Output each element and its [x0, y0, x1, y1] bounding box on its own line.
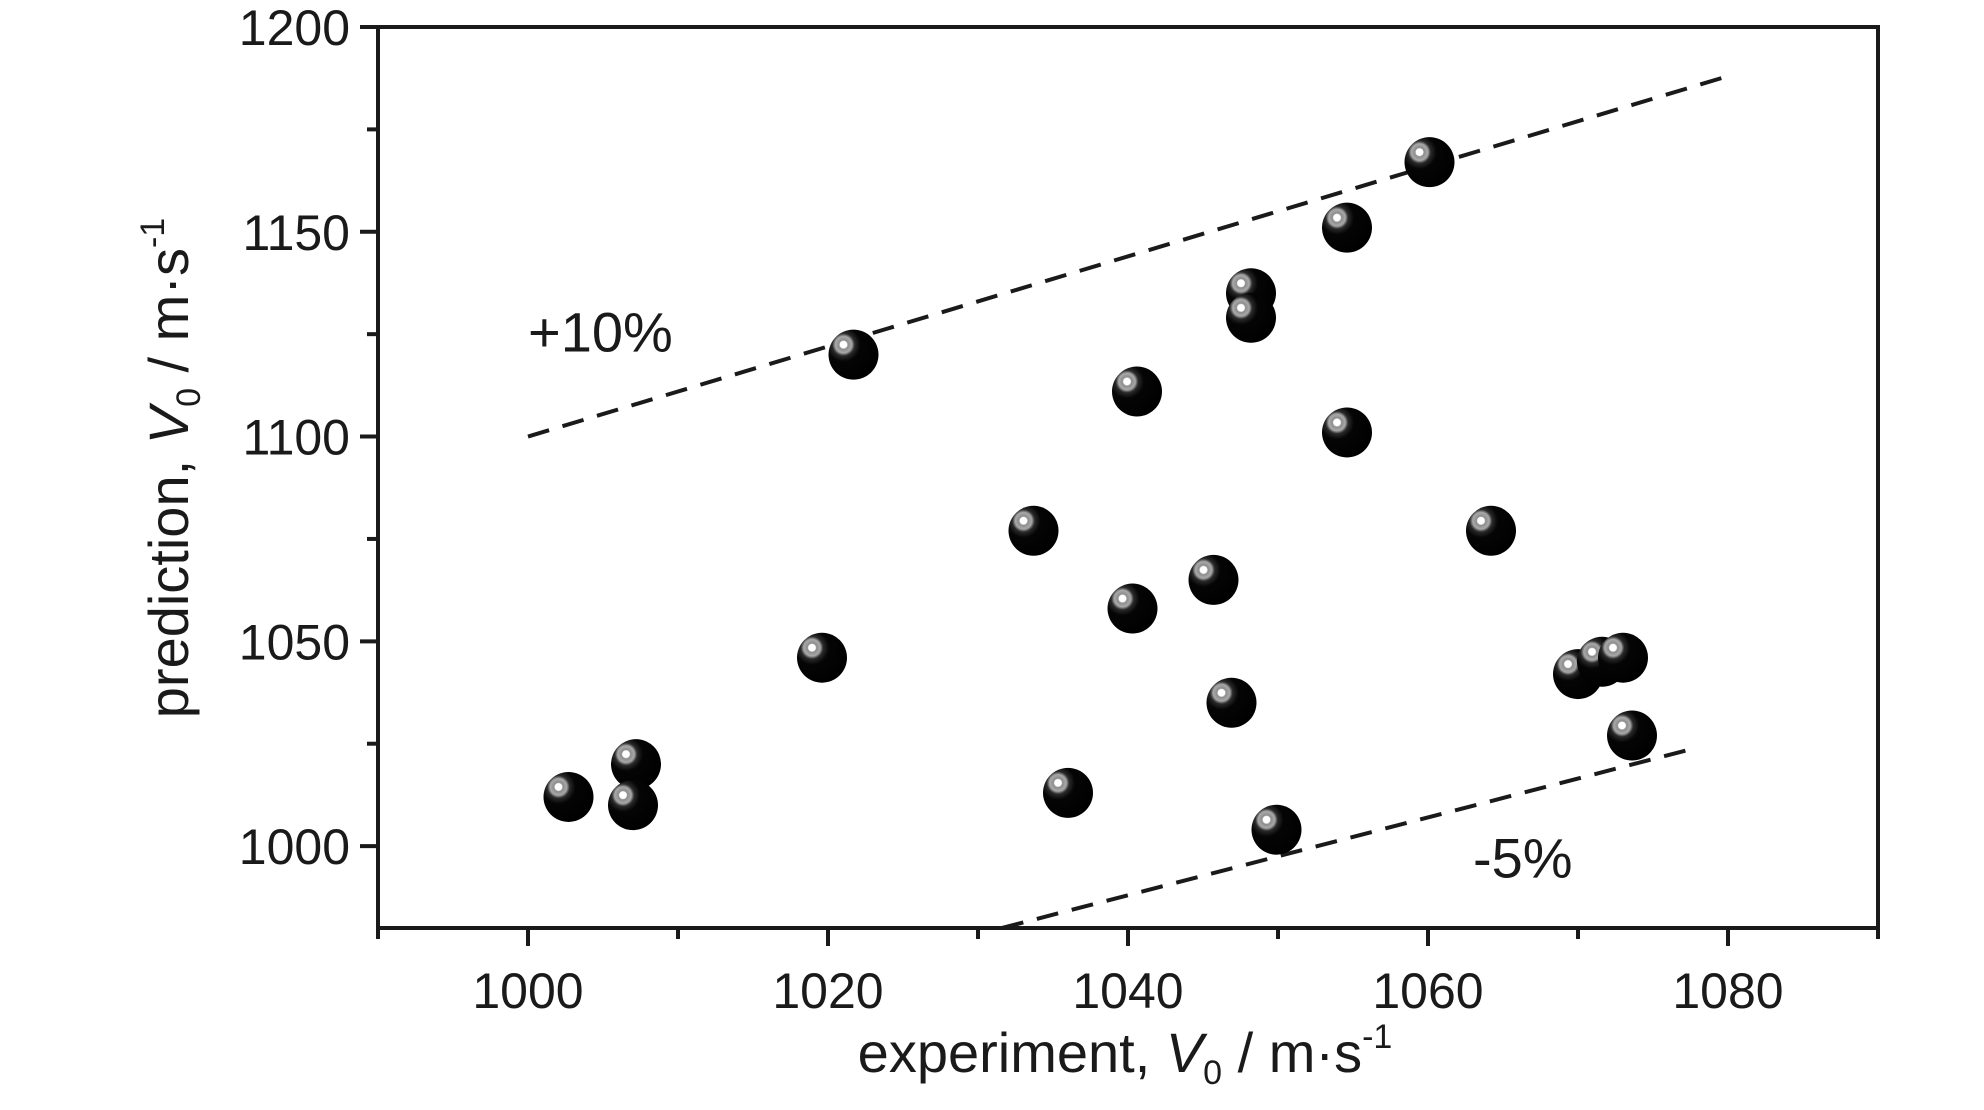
data-point-14	[1251, 804, 1302, 855]
data-point-5	[828, 329, 879, 380]
annotations: +10% -5%	[528, 301, 1573, 890]
data-point-15	[1322, 202, 1372, 253]
reference-lines	[527, 74, 1729, 930]
reference-line-label-2: -5%	[1473, 826, 1573, 889]
y-tick-label-1150: 1150	[242, 205, 350, 261]
data-point-11	[1206, 677, 1257, 728]
x-tick-label-1080: 1080	[1672, 963, 1783, 1019]
y-tick-label-1050: 1050	[239, 614, 350, 670]
data-point-22	[1607, 710, 1657, 761]
data-point-16	[1322, 407, 1372, 458]
data-point-4	[797, 632, 847, 683]
y-axis-label: prediction, V0 / m·s-1	[134, 218, 208, 718]
x-axis-label: experiment, V0 / m·s-1	[858, 1018, 1393, 1092]
x-tick-label-1020: 1020	[772, 963, 883, 1019]
y-tick-label-1000: 1000	[239, 819, 350, 875]
y-tick-label-1100: 1100	[242, 410, 350, 466]
x-axis-ticks: 1000 1020 1040 1060 1080	[376, 928, 1880, 1019]
data-point-3	[608, 780, 658, 831]
data-point-6	[1008, 505, 1059, 556]
reference-line-1	[527, 74, 1729, 439]
data-point-21	[1598, 632, 1648, 683]
plot-frame	[376, 25, 1880, 930]
x-tick-label-1060: 1060	[1372, 963, 1483, 1019]
data-point-7	[1043, 767, 1093, 818]
data-point-10	[1188, 554, 1239, 605]
reference-line-label-1: +10%	[528, 301, 673, 364]
data-point-2	[611, 739, 661, 790]
x-tick-label-1040: 1040	[1072, 963, 1183, 1019]
data-points	[543, 137, 1657, 855]
reference-line-2	[1001, 745, 1699, 930]
data-point-17	[1404, 137, 1455, 188]
y-axis-ticks: 1000 1050 1100 1150 1200	[239, 0, 378, 875]
data-point-13	[1226, 292, 1276, 343]
data-point-8	[1107, 583, 1158, 634]
data-point-18	[1466, 505, 1516, 556]
data-point-9	[1112, 366, 1162, 417]
x-tick-label-1000: 1000	[472, 963, 583, 1019]
data-point-1	[543, 771, 594, 822]
y-tick-label-1200: 1200	[239, 0, 350, 56]
